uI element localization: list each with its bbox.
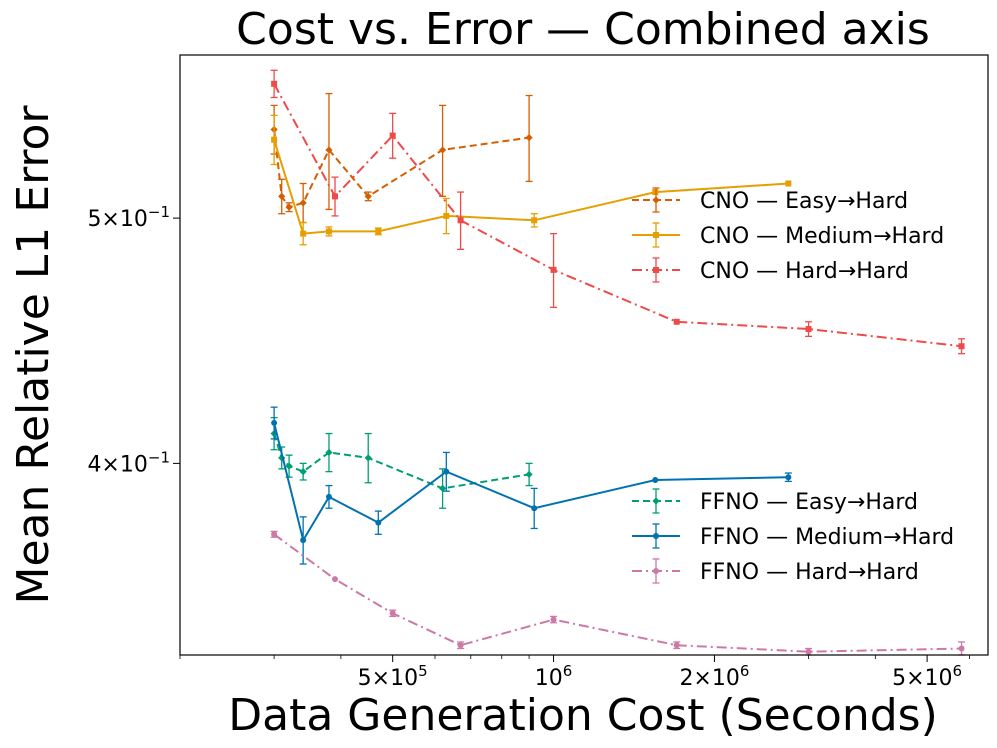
- data-point: [457, 642, 464, 649]
- legend-marker: [652, 497, 660, 505]
- data-point: [438, 146, 447, 154]
- legend-entry: FFNO — Easy→Hard: [632, 488, 918, 515]
- legend-entry: FFNO — Medium→Hard: [632, 523, 954, 550]
- data-point: [299, 468, 307, 476]
- data-point: [457, 217, 464, 224]
- data-point: [325, 448, 333, 457]
- legends: CNO — Easy→Hard CNO — Medium→Hard CNO — Ha…: [632, 187, 954, 585]
- data-point: [299, 199, 307, 207]
- legend-label: CNO — Medium→Hard: [700, 224, 944, 249]
- data-point: [271, 136, 278, 143]
- y-axis-label: Mean Relative L1 Error: [8, 105, 59, 605]
- legend-right-bottom: FFNO — Easy→Hard FFNO — Medium→Hard FFNO —…: [632, 488, 954, 585]
- data-point: [364, 192, 372, 200]
- series-line: [273, 533, 962, 653]
- legend-label: CNO — Easy→Hard: [700, 189, 908, 214]
- legend-marker: [653, 232, 659, 238]
- x-axis-label: Data Generation Cost (Seconds): [228, 690, 937, 741]
- data-point: [271, 419, 278, 426]
- data-point: [652, 189, 659, 196]
- series-2: [270, 114, 792, 246]
- x-tick-label: 2×106: [679, 662, 749, 691]
- data-point: [805, 326, 812, 333]
- legend-label: CNO — Hard→Hard: [700, 259, 909, 284]
- legend-marker: [653, 568, 659, 574]
- legend-entry: FFNO — Hard→Hard: [632, 558, 919, 585]
- data-point: [325, 493, 332, 500]
- plot-area: [270, 69, 966, 656]
- data-point: [805, 648, 812, 655]
- data-point: [438, 484, 447, 492]
- data-point: [389, 610, 396, 617]
- data-point: [285, 462, 293, 470]
- legend-label: FFNO — Hard→Hard: [700, 560, 919, 585]
- data-point: [673, 318, 680, 325]
- data-point: [958, 645, 965, 652]
- data-point: [325, 146, 333, 154]
- data-point: [652, 476, 659, 483]
- legend-marker: [653, 267, 659, 273]
- legend-marker: [653, 533, 659, 539]
- data-point: [364, 454, 372, 462]
- legend-marker: [652, 196, 660, 204]
- legend-label: FFNO — Medium→Hard: [700, 525, 954, 550]
- legend-entry: CNO — Easy→Hard: [632, 187, 908, 214]
- data-point: [443, 468, 450, 475]
- data-point: [375, 519, 382, 526]
- data-point: [271, 531, 278, 538]
- series-line: [273, 139, 789, 235]
- data-point: [389, 132, 396, 139]
- data-point: [375, 228, 382, 235]
- data-point: [550, 616, 557, 623]
- x-tick-label: 5×106: [892, 662, 962, 691]
- data-point: [531, 505, 538, 512]
- series-line: [273, 422, 789, 543]
- legend-entry: CNO — Hard→Hard: [632, 257, 909, 284]
- data-point: [525, 470, 533, 479]
- data-point: [785, 474, 792, 481]
- data-point: [325, 228, 332, 235]
- data-point: [332, 193, 339, 200]
- data-point: [332, 576, 339, 583]
- data-point: [673, 642, 680, 649]
- data-point: [531, 217, 538, 224]
- data-point: [285, 203, 293, 211]
- legend-label: FFNO — Easy→Hard: [700, 490, 918, 515]
- chart-title: Cost vs. Error — Combined axis: [236, 4, 930, 55]
- data-point: [443, 212, 450, 219]
- data-point: [300, 537, 307, 544]
- data-point: [785, 180, 792, 187]
- data-point: [525, 134, 533, 142]
- plot-frame: [179, 54, 989, 656]
- series-5: [270, 406, 792, 565]
- data-point: [278, 192, 286, 200]
- data-point: [550, 266, 557, 273]
- data-point: [300, 230, 307, 237]
- data-point: [271, 80, 278, 87]
- series-line: [273, 83, 962, 348]
- data-point: [278, 454, 286, 462]
- data-point: [958, 343, 965, 350]
- series-3: [270, 69, 966, 355]
- series-6: [270, 530, 966, 656]
- legend-entry: CNO — Medium→Hard: [632, 222, 944, 249]
- x-tick-label: 5×105: [358, 662, 428, 691]
- legend-right-middle: CNO — Easy→Hard CNO — Medium→Hard CNO — Ha…: [632, 187, 944, 284]
